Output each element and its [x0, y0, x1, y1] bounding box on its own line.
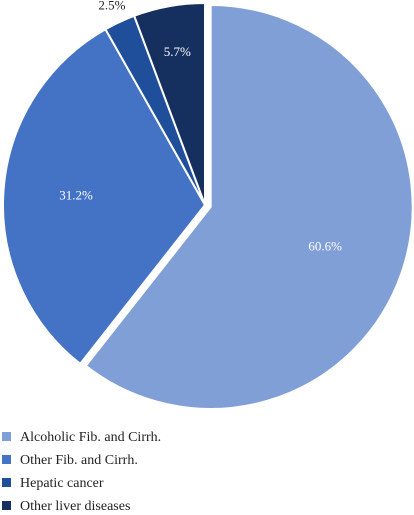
legend-item-alcoholic-fib-cirrh: Alcoholic Fib. and Cirrh. [2, 430, 161, 445]
pie-slice-other-fib-cirrh [2, 27, 207, 366]
legend-item-other-liver-diseases: Other liver diseases [2, 499, 130, 514]
data-label-other-fib-cirrh: 31.2% [59, 187, 93, 202]
legend-label-alcoholic-fib-cirrh: Alcoholic Fib. and Cirrh. [20, 430, 161, 445]
legend-label-hepatic-cancer: Hepatic cancer [20, 476, 104, 491]
legend-swatch-hepatic-cancer [2, 478, 11, 487]
legend-label-other-fib-cirrh: Other Fib. and Cirrh. [20, 453, 138, 468]
pie-slice-other-liver-diseases [132, 1, 206, 206]
pie-slices [2, 1, 414, 410]
legend-swatch-other-liver-diseases [2, 501, 11, 510]
data-label-other-liver-diseases: 5.7% [164, 44, 191, 59]
data-label-alcoholic-fib-cirrh: 60.6% [308, 239, 342, 254]
legend-label-other-liver-diseases: Other liver diseases [20, 499, 130, 514]
legend-item-hepatic-cancer: Hepatic cancer [2, 476, 104, 491]
pie-slice-alcoholic-fib-cirrh [84, 3, 414, 410]
legend-item-other-fib-cirrh: Other Fib. and Cirrh. [2, 453, 138, 468]
legend-swatch-alcoholic-fib-cirrh [2, 432, 11, 441]
data-label-hepatic-cancer: 2.5% [98, 0, 125, 12]
legend-swatch-other-fib-cirrh [2, 455, 11, 464]
pie-data-labels: 60.6% 31.2% 2.5% 5.7% [59, 0, 342, 254]
legend: Alcoholic Fib. and Cirrh. Other Fib. and … [2, 430, 161, 514]
